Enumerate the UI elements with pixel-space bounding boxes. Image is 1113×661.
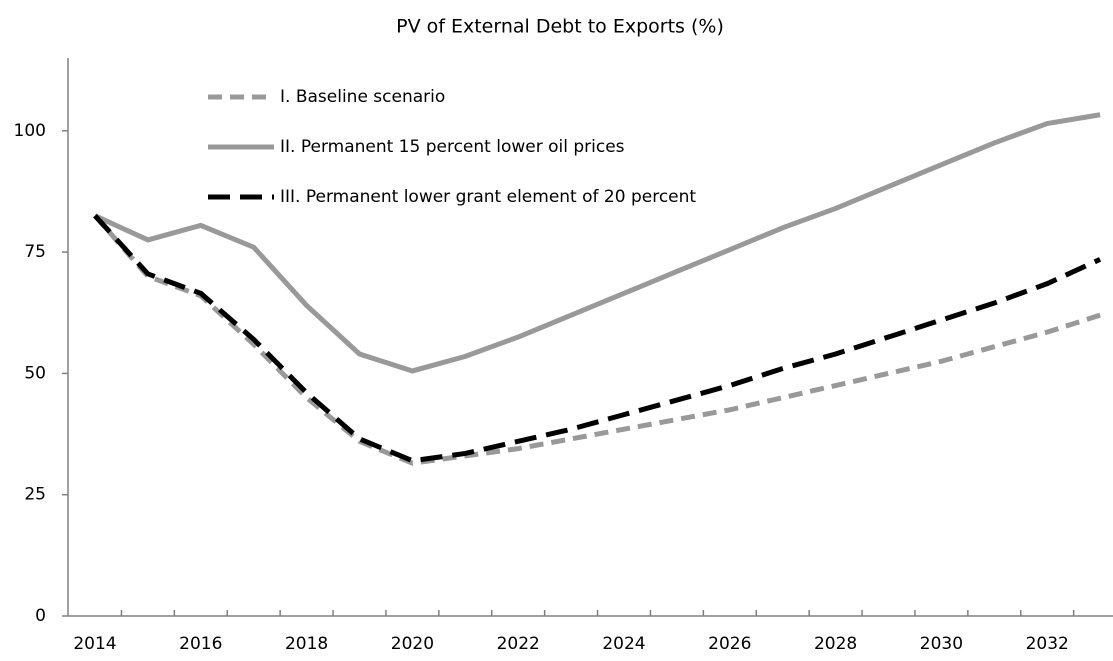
x-tick-label: 2028 [814, 634, 857, 654]
x-tick-label: 2030 [920, 634, 963, 654]
x-tick-label: 2014 [73, 634, 116, 654]
legend-label: I. Baseline scenario [280, 87, 445, 107]
legend-label: III. Permanent lower grant element of 20… [280, 187, 696, 207]
x-tick-label: 2016 [179, 634, 222, 654]
y-tick-label: 25 [24, 485, 46, 505]
y-tick-label: 0 [35, 606, 46, 626]
x-tick-label: 2032 [1026, 634, 1069, 654]
x-tick-label: 2018 [285, 634, 328, 654]
series-line [93, 214, 1102, 464]
legend-label: II. Permanent 15 percent lower oil price… [280, 137, 625, 157]
x-tick-label: 2022 [497, 634, 540, 654]
y-tick-label: 75 [24, 242, 46, 262]
chart-title: PV of External Debt to Exports (%) [396, 16, 724, 38]
y-tick-label: 50 [24, 363, 46, 383]
x-tick-label: 2026 [708, 634, 751, 654]
series-line [93, 214, 1101, 466]
series-line [93, 112, 1101, 374]
x-tick-label: 2020 [391, 634, 434, 654]
x-tick-label: 2024 [602, 634, 645, 654]
y-tick-label: 100 [14, 121, 46, 141]
